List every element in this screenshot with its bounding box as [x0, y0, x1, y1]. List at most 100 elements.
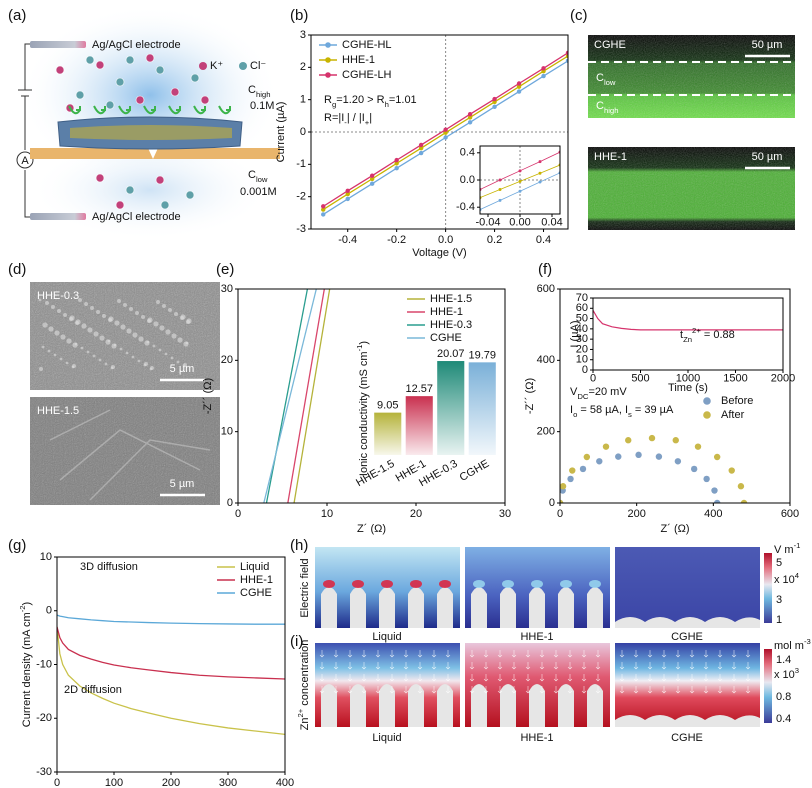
flux-arrow	[525, 674, 531, 682]
ion	[155, 65, 165, 75]
y-tick-label: -2	[296, 191, 306, 203]
flux-arrow	[717, 662, 723, 670]
flux-arrow	[661, 674, 667, 682]
grain	[54, 330, 60, 336]
grain	[168, 308, 172, 312]
conc-map	[615, 643, 760, 727]
plot-frame	[56, 556, 286, 773]
flux-arrow	[745, 686, 751, 694]
flux-arrow	[319, 650, 325, 658]
annotation: tZn2+ = 0.88	[680, 326, 735, 344]
ion	[115, 77, 125, 87]
flux-arrow	[511, 686, 517, 694]
electrode-tip	[408, 587, 424, 628]
glow	[30, 140, 270, 240]
scale-label: 5 µm	[170, 363, 195, 375]
column-label: Liquid	[372, 631, 401, 643]
grain	[180, 314, 186, 320]
text-part: =1.01	[389, 94, 417, 106]
text-part: Zn	[299, 718, 311, 731]
plot-frame	[559, 288, 791, 504]
grain	[78, 298, 82, 302]
x-tick-label: 0.04	[541, 216, 562, 228]
y-tick-label: 20	[221, 354, 233, 366]
electrode-tip	[471, 684, 487, 727]
grain	[80, 346, 84, 350]
flux-arrow	[745, 650, 751, 658]
flux-arrow	[553, 674, 559, 682]
y-tick-label: 10	[221, 426, 233, 438]
panel-a-text: Ag/AgCl electrode Ag/AgCl electrode K⁺ C…	[21, 39, 276, 223]
marker	[538, 160, 542, 164]
ion	[170, 87, 180, 97]
y-axis-label: I (µA)	[569, 320, 581, 347]
marker	[516, 81, 522, 86]
electrode-tip	[558, 587, 574, 628]
ion-legend: K⁺	[210, 60, 223, 72]
subscript: Zn	[683, 335, 692, 344]
ion	[145, 53, 155, 63]
y-tick-label: -30	[36, 766, 52, 778]
grain	[48, 326, 54, 332]
flux-arrow	[511, 650, 517, 658]
flux-arrow	[445, 662, 451, 670]
flux-arrow	[567, 674, 573, 682]
series-group	[560, 434, 748, 503]
series-group	[311, 35, 568, 229]
electrode-label: Ag/AgCl electrode	[92, 39, 181, 51]
x-tick-label: 0	[54, 777, 60, 788]
marker	[565, 58, 568, 64]
ion	[125, 185, 135, 195]
text-part: C	[596, 100, 604, 112]
electrode-tip	[379, 587, 395, 628]
x-tick-label: 100	[105, 777, 123, 788]
grain	[174, 312, 178, 316]
plot-frame	[592, 297, 784, 371]
flux-arrow	[333, 674, 339, 682]
flux-arrow	[361, 686, 367, 694]
panel-d	[30, 282, 220, 505]
grain	[108, 316, 114, 322]
marker	[516, 89, 522, 94]
flux-arrow	[511, 674, 517, 682]
grain	[162, 304, 166, 308]
y-axis-label: -Z´´ (Ω)	[524, 378, 536, 414]
grain	[63, 313, 67, 317]
grain	[72, 364, 76, 368]
superscript: 3	[795, 666, 799, 675]
flux-arrow	[581, 650, 587, 658]
y-tick-label: 400	[537, 354, 555, 366]
ion	[115, 200, 125, 210]
value-label: 12.57	[405, 383, 433, 395]
panel-label: (b)	[290, 7, 308, 24]
x-tick-label: 400	[704, 508, 722, 520]
flux-arrow	[417, 686, 423, 694]
flux-arrow	[403, 662, 409, 670]
electrode-label: Ag/AgCl electrode	[92, 211, 181, 223]
plot-frame	[479, 145, 561, 215]
flux-arrow	[619, 662, 625, 670]
ion	[55, 65, 65, 75]
series-group	[57, 614, 285, 736]
panel-d-text: HHE-0.3 5 µm HHE-1.5 5 µm	[37, 290, 194, 490]
marker	[467, 115, 473, 120]
concentration-label: Clow	[248, 169, 268, 184]
grain	[135, 311, 139, 315]
marker	[703, 475, 710, 483]
x-tick-label: 200	[162, 777, 180, 788]
grain	[146, 340, 150, 344]
x-axis-label: Voltage (V)	[412, 247, 466, 259]
image-label: HHE-1	[594, 151, 627, 163]
marker	[369, 173, 375, 178]
flux-arrow	[445, 650, 451, 658]
marker	[394, 157, 399, 163]
flux-arrow	[375, 650, 381, 658]
flux-arrow	[553, 650, 559, 658]
marker	[583, 453, 591, 461]
x-tick-label: 20	[410, 508, 422, 520]
y-axis-label: -Z´´ (Ω)	[202, 378, 214, 414]
flux-arrow	[633, 674, 639, 682]
text-part: C	[248, 169, 256, 181]
grain	[99, 335, 105, 341]
